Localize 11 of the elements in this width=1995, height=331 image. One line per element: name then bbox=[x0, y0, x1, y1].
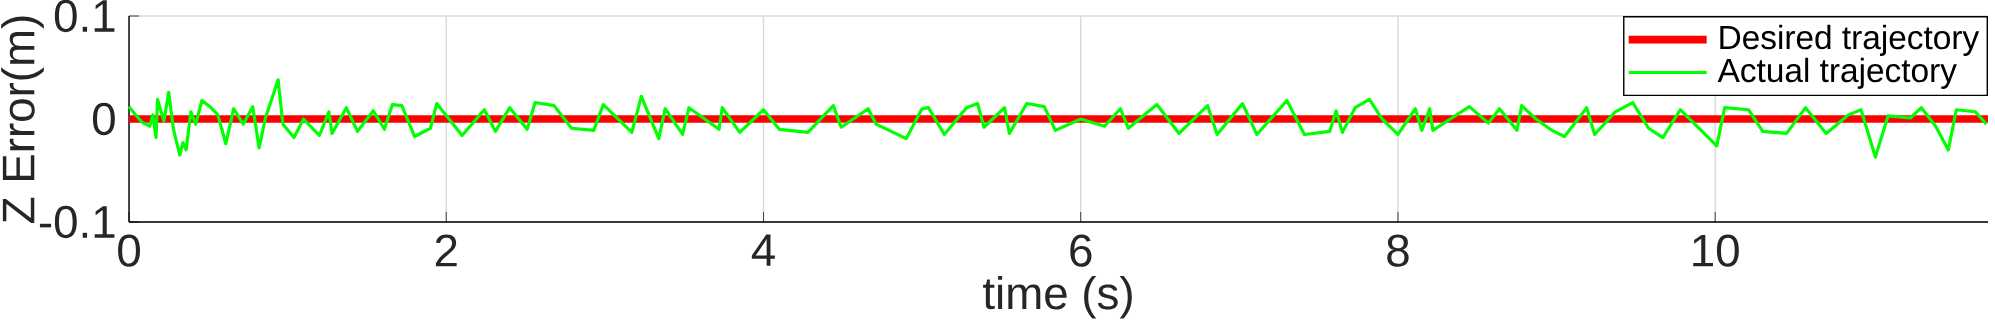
x-tick-label: 4 bbox=[751, 234, 775, 266]
legend-label: Desired trajectory bbox=[1720, 24, 1980, 56]
x-axis-title: time (s) bbox=[983, 275, 1132, 319]
x-tick-label: 0 bbox=[118, 234, 140, 267]
x-tick-label: 8 bbox=[1387, 234, 1409, 267]
legend-label: Actual trajectory bbox=[1717, 57, 1957, 89]
x-tick-label: 2 bbox=[435, 234, 457, 267]
x-tick-label: 10 bbox=[1693, 234, 1739, 267]
y-tick-label: 0.1 bbox=[54, 0, 115, 33]
x-tick-label: 6 bbox=[1070, 234, 1092, 267]
y-tick-label: 0 bbox=[92, 102, 115, 136]
